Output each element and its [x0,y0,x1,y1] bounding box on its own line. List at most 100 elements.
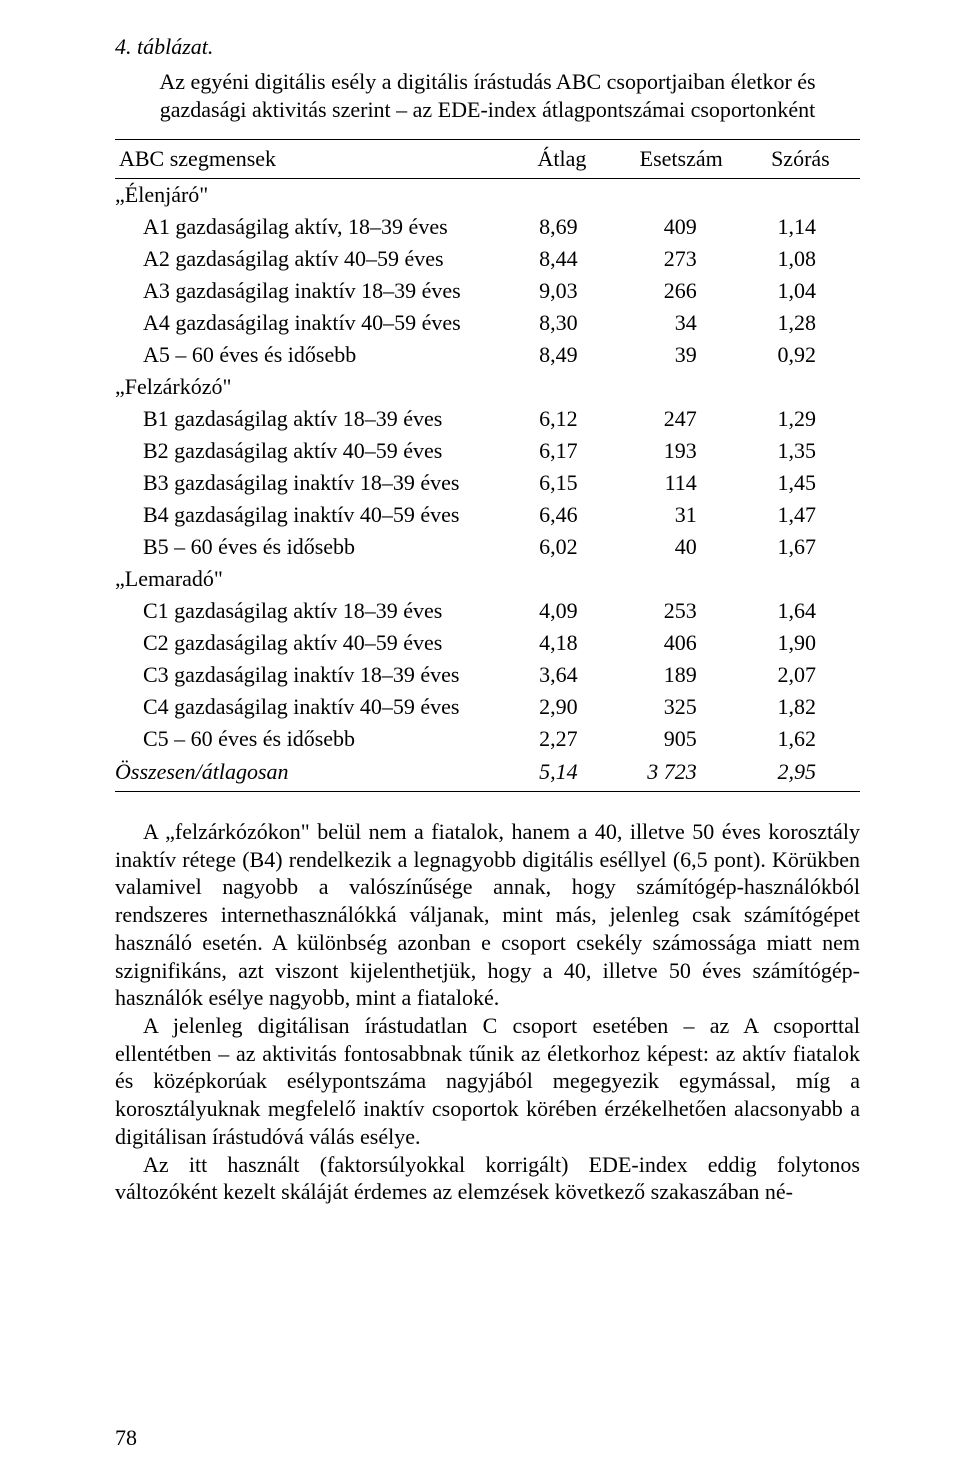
col-header-mean: Átlag [502,140,621,179]
paragraph-3: Az itt használt (faktorsúlyokkal korrigá… [115,1151,860,1206]
cell-n: 3 723 [622,755,741,792]
row-label: B1 gazdaságilag aktív 18–39 éves [115,403,502,435]
group-label: „Élenjáró" [115,179,860,212]
row-label: C1 gazdaságilag aktív 18–39 éves [115,595,502,627]
table-row: A1 gazdaságilag aktív, 18–39 éves8,69409… [115,211,860,243]
row-label: B4 gazdaságilag inaktív 40–59 éves [115,499,502,531]
row-label: A4 gazdaságilag inaktív 40–59 éves [115,307,502,339]
cell-n: 253 [622,595,741,627]
table-row: C5 – 60 éves és idősebb2,279051,62 [115,723,860,755]
row-label: B5 – 60 éves és idősebb [115,531,502,563]
cell-mean: 4,18 [502,627,621,659]
data-table: ABC szegmensek Átlag Esetszám Szórás „Él… [115,139,860,792]
table-row: „Lemaradó" [115,563,860,595]
table-row: A4 gazdaságilag inaktív 40–59 éves8,3034… [115,307,860,339]
cell-mean: 8,69 [502,211,621,243]
cell-sd: 2,07 [741,659,860,691]
table-row: C4 gazdaságilag inaktív 40–59 éves2,9032… [115,691,860,723]
cell-sd: 1,08 [741,243,860,275]
body-text-block: A „felzárkózókon" belül nem a fiatalok, … [115,818,860,1206]
cell-mean: 2,90 [502,691,621,723]
table-row: A3 gazdaságilag inaktív 18–39 éves9,0326… [115,275,860,307]
cell-n: 273 [622,243,741,275]
table-title-line1: Az egyéni digitális esély a digitális ír… [159,69,815,94]
cell-n: 31 [622,499,741,531]
col-header-n: Esetszám [622,140,741,179]
cell-n: 325 [622,691,741,723]
row-label: B2 gazdaságilag aktív 40–59 éves [115,435,502,467]
paragraph-2: A jelenleg digitálisan írástudatlan C cs… [115,1012,860,1151]
cell-mean: 8,49 [502,339,621,371]
cell-mean: 2,27 [502,723,621,755]
row-label: C4 gazdaságilag inaktív 40–59 éves [115,691,502,723]
table-row: B3 gazdaságilag inaktív 18–39 éves6,1511… [115,467,860,499]
cell-n: 189 [622,659,741,691]
cell-mean: 3,64 [502,659,621,691]
cell-mean: 5,14 [502,755,621,792]
col-header-segments: ABC szegmensek [115,140,502,179]
cell-n: 406 [622,627,741,659]
cell-mean: 6,46 [502,499,621,531]
cell-sd: 1,82 [741,691,860,723]
paragraph-1: A „felzárkózókon" belül nem a fiatalok, … [115,818,860,1012]
cell-sd: 1,04 [741,275,860,307]
table-row: C1 gazdaságilag aktív 18–39 éves4,092531… [115,595,860,627]
cell-sd: 2,95 [741,755,860,792]
cell-mean: 6,12 [502,403,621,435]
table-header-row: ABC szegmensek Átlag Esetszám Szórás [115,140,860,179]
row-label: A5 – 60 éves és idősebb [115,339,502,371]
cell-n: 247 [622,403,741,435]
table-row: „Felzárkózó" [115,371,860,403]
row-label: B3 gazdaságilag inaktív 18–39 éves [115,467,502,499]
table-row: C2 gazdaságilag aktív 40–59 éves4,184061… [115,627,860,659]
cell-sd: 1,64 [741,595,860,627]
row-label: C5 – 60 éves és idősebb [115,723,502,755]
cell-n: 409 [622,211,741,243]
row-label: A3 gazdaságilag inaktív 18–39 éves [115,275,502,307]
document-page: 4. táblázat. Az egyéni digitális esély a… [0,0,960,1481]
table-row: B4 gazdaságilag inaktív 40–59 éves6,4631… [115,499,860,531]
table-row: A2 gazdaságilag aktív 40–59 éves8,442731… [115,243,860,275]
cell-sd: 1,35 [741,435,860,467]
table-row: B5 – 60 éves és idősebb6,02401,67 [115,531,860,563]
table-row: Összesen/átlagosan5,143 7232,95 [115,755,860,792]
cell-sd: 1,14 [741,211,860,243]
table-row: „Élenjáró" [115,179,860,212]
cell-mean: 8,44 [502,243,621,275]
cell-sd: 0,92 [741,339,860,371]
cell-sd: 1,45 [741,467,860,499]
col-header-sd: Szórás [741,140,860,179]
cell-sd: 1,28 [741,307,860,339]
cell-n: 905 [622,723,741,755]
cell-n: 39 [622,339,741,371]
row-label: Összesen/átlagosan [115,755,502,792]
group-label: „Felzárkózó" [115,371,860,403]
table-title: Az egyéni digitális esély a digitális ír… [115,68,860,123]
table-row: B2 gazdaságilag aktív 40–59 éves6,171931… [115,435,860,467]
cell-n: 266 [622,275,741,307]
cell-sd: 1,62 [741,723,860,755]
cell-n: 114 [622,467,741,499]
cell-mean: 9,03 [502,275,621,307]
cell-sd: 1,90 [741,627,860,659]
cell-sd: 1,29 [741,403,860,435]
row-label: A1 gazdaságilag aktív, 18–39 éves [115,211,502,243]
group-label: „Lemaradó" [115,563,860,595]
cell-n: 34 [622,307,741,339]
table-number-label: 4. táblázat. [115,34,860,60]
row-label: C3 gazdaságilag inaktív 18–39 éves [115,659,502,691]
page-number: 78 [115,1425,137,1451]
cell-mean: 8,30 [502,307,621,339]
row-label: C2 gazdaságilag aktív 40–59 éves [115,627,502,659]
table-row: A5 – 60 éves és idősebb8,49390,92 [115,339,860,371]
cell-mean: 6,15 [502,467,621,499]
cell-sd: 1,67 [741,531,860,563]
cell-n: 193 [622,435,741,467]
row-label: A2 gazdaságilag aktív 40–59 éves [115,243,502,275]
cell-mean: 6,02 [502,531,621,563]
table-row: C3 gazdaságilag inaktív 18–39 éves3,6418… [115,659,860,691]
cell-sd: 1,47 [741,499,860,531]
table-title-line2: gazdasági aktivitás szerint – az EDE-ind… [160,97,816,122]
cell-mean: 6,17 [502,435,621,467]
cell-mean: 4,09 [502,595,621,627]
